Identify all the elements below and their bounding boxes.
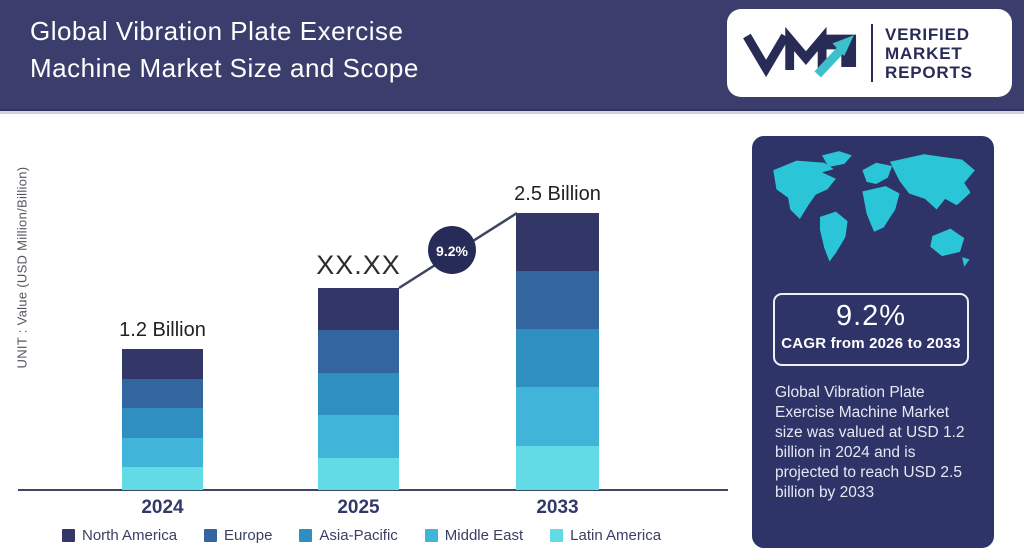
logo-word-line2: MARKET	[885, 43, 963, 63]
bar-value-label-2033: 2.5 Billion	[514, 183, 601, 205]
page-title: Global Vibration Plate Exercise Machine …	[30, 13, 419, 87]
y-axis-unit-label: UNIT : Value (USD Million/Billion)	[14, 166, 30, 369]
legend-item-latin-america: Latin America	[550, 527, 661, 544]
legend-swatch-icon	[550, 529, 564, 542]
logo-word-line3: REPORTS	[885, 62, 973, 82]
bar-segment-north-america	[122, 349, 203, 379]
cagr-value: 9.2%	[835, 300, 907, 332]
stacked-bar-2025	[318, 288, 399, 490]
bar-segment-middle-east	[122, 437, 203, 468]
bar-segment-latin-america	[516, 445, 599, 490]
vmr-logo-icon	[743, 26, 857, 78]
stacked-bar-2033	[516, 213, 599, 490]
legend-swatch-icon	[299, 529, 313, 542]
summary-card: 9.2% CAGR from 2026 to 2033 Global Vibra…	[752, 136, 994, 548]
bar-value-label-2024: 1.2 Billion	[119, 319, 206, 341]
bar-segment-asia-pacific	[516, 329, 599, 388]
stacked-bar-2024	[122, 349, 203, 490]
x-axis-category-2024: 2024	[141, 497, 184, 518]
vmr-logo: VERIFIED MARKET REPORTS	[727, 9, 1012, 97]
legend-item-asia-pacific: Asia-Pacific	[299, 527, 398, 544]
growth-percent-label: 9.2%	[436, 243, 468, 259]
bar-segment-north-america	[516, 213, 599, 272]
legend-label: Middle East	[444, 527, 524, 544]
cagr-badge: 9.2% CAGR from 2026 to 2033	[773, 293, 969, 366]
logo-divider	[871, 24, 873, 82]
bar-segment-middle-east	[516, 387, 599, 446]
bar-value-label-2025: XX.XX	[316, 250, 401, 280]
growth-circle	[428, 226, 476, 274]
market-summary-text: Global Vibration Plate Exercise Machine …	[775, 384, 965, 501]
legend-swatch-icon	[204, 529, 218, 542]
bar-segment-asia-pacific	[318, 372, 399, 416]
chart-legend: North America Europe Asia-Pacific Middle Ea…	[62, 527, 661, 544]
bar-segment-asia-pacific	[122, 408, 203, 438]
legend-item-north-america: North America	[62, 527, 177, 544]
bar-segment-latin-america	[122, 467, 203, 490]
bar-segment-europe	[122, 378, 203, 409]
legend-label: North America	[82, 527, 178, 544]
header-band: Global Vibration Plate Exercise Machine …	[0, 0, 1024, 111]
legend-item-europe: Europe	[204, 527, 272, 544]
growth-connector-line	[398, 211, 518, 290]
x-axis-category-2025: 2025	[337, 497, 380, 518]
bar-segment-north-america	[318, 288, 399, 331]
cagr-caption: CAGR from 2026 to 2033	[781, 335, 961, 352]
logo-word-line1: VERIFIED	[885, 24, 970, 44]
x-axis-line	[18, 489, 728, 491]
legend-swatch-icon	[424, 529, 438, 542]
x-axis-category-2033: 2033	[536, 497, 579, 518]
page-title-line1: Global Vibration Plate Exercise	[30, 16, 404, 46]
legend-item-middle-east: Middle East	[424, 527, 524, 544]
bar-segment-middle-east	[318, 415, 399, 458]
legend-label: Asia-Pacific	[319, 527, 398, 544]
bar-segment-latin-america	[318, 457, 399, 490]
bar-segment-europe	[516, 271, 599, 330]
legend-swatch-icon	[62, 529, 75, 542]
bar-segment-europe	[318, 330, 399, 373]
logo-wordmark: VERIFIED MARKET REPORTS	[885, 25, 973, 82]
legend-label: Europe	[224, 527, 273, 544]
world-map-icon	[773, 151, 975, 267]
legend-label: Latin America	[570, 527, 662, 544]
page-title-line2: Machine Market Size and Scope	[30, 53, 419, 83]
